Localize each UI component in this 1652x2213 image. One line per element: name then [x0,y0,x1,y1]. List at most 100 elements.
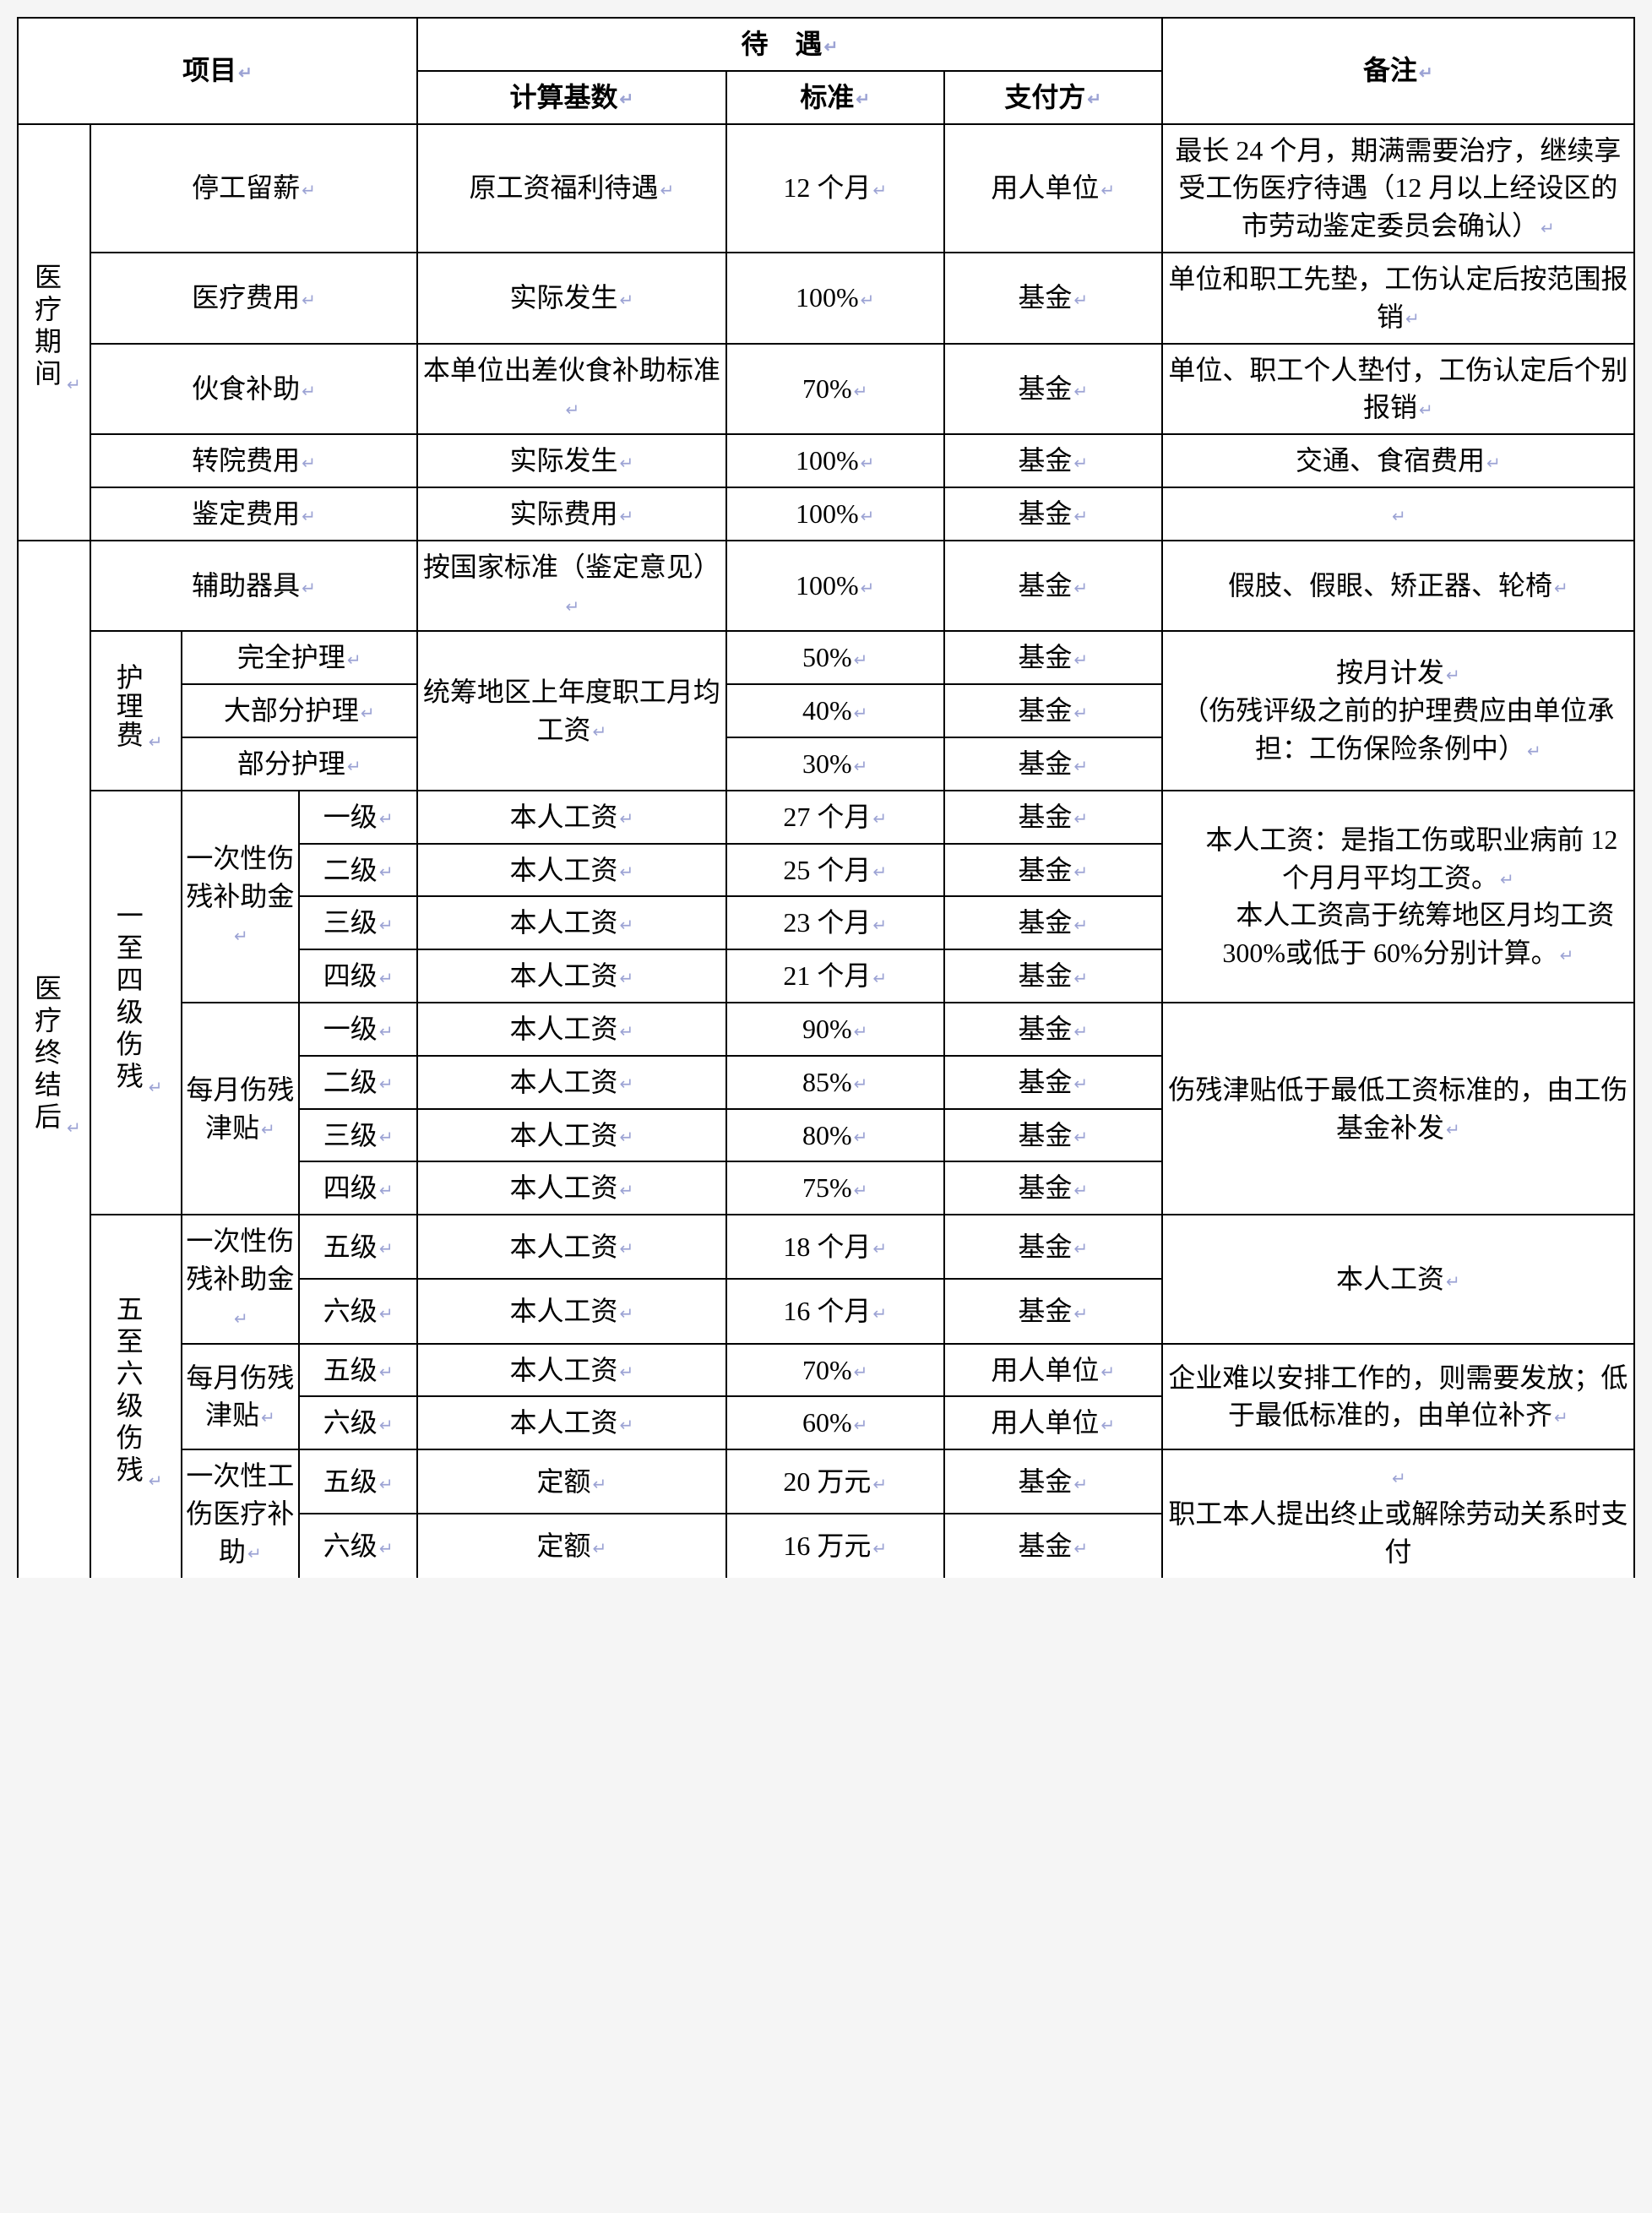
medical-label: 一次性工伤医疗补助↵ [182,1449,300,1577]
cell-std: 21 个月↵ [726,949,944,1003]
cell-std: 12 个月↵ [726,124,944,253]
table-row: 鉴定费用↵ 实际费用↵ 100%↵ 基金↵ ↵ [18,487,1634,541]
cell-payer: 用人单位↵ [944,1344,1162,1397]
cell-std: 30%↵ [726,737,944,791]
cell-payer: 基金↵ [944,949,1162,1003]
cell-std: 23 个月↵ [726,896,944,949]
cell-remark: 单位、职工个人垫付，工伤认定后个别报销↵ [1162,344,1634,435]
cell-item: 转院费用↵ [90,434,417,487]
cell-level: 四级↵ [299,949,417,1003]
cell-base: 本单位出差伙食补助标准↵ [417,344,726,435]
cell-payer: 基金↵ [944,1056,1162,1109]
cell-payer: 基金↵ [944,1279,1162,1343]
benefits-table-container: 项目↵ 待 遇↵ 备注↵ 计算基数↵ 标准↵ 支付方↵ 医疗期间↵ 停工留薪↵ … [17,17,1635,1578]
cell-std: 90%↵ [726,1003,944,1056]
cell-base: 本人工资↵ [417,791,726,844]
cell-remark: ↵职工本人提出终止或解除劳动关系时支付 [1162,1449,1634,1577]
cell-std: 70%↵ [726,1344,944,1397]
cell-std: 60%↵ [726,1396,944,1449]
cell-level: 五级↵ [299,1215,417,1279]
cell-level: 部分护理↵ [182,737,418,791]
enter-icon: ↵ [238,64,253,83]
header-treatment: 待 遇↵ [417,18,1162,71]
cell-std: 27 个月↵ [726,791,944,844]
cell-base: 本人工资↵ [417,1056,726,1109]
cell-std: 70%↵ [726,344,944,435]
cell-remark: 按月计发↵（伤残评级之前的护理费应由单位承担：工伤保险条例中）↵ [1162,631,1634,790]
table-row: 每月伤残津贴↵ 五级↵ 本人工资↵ 70%↵ 用人单位↵ 企业难以安排工作的，则… [18,1344,1634,1397]
cell-std: 80%↵ [726,1109,944,1162]
monthly-label: 每月伤残津贴↵ [182,1003,300,1215]
header-project: 项目↵ [18,18,417,124]
cell-std: 100%↵ [726,541,944,632]
cell-level: 五级↵ [299,1449,417,1514]
cell-remark: 伤残津贴低于最低工资标准的，由工伤基金补发↵ [1162,1003,1634,1215]
section-label-medical-period: 医疗期间↵ [18,124,90,541]
table-row: 转院费用↵ 实际发生↵ 100%↵ 基金↵ 交通、食宿费用↵ [18,434,1634,487]
cell-std: 75%↵ [726,1161,944,1215]
table-row: 一至四级伤残↵ 一次性伤残补助金↵ 一级↵ 本人工资↵ 27 个月↵ 基金↵ 本… [18,791,1634,844]
table-row: 一次性工伤医疗补助↵ 五级↵ 定额↵ 20 万元↵ 基金↵ ↵职工本人提出终止或… [18,1449,1634,1514]
cell-payer: 基金↵ [944,631,1162,684]
cell-level: 二级↵ [299,1056,417,1109]
cell-item: 伙食补助↵ [90,344,417,435]
table-row: 医疗终结后↵ 辅助器具↵ 按国家标准（鉴定意见）↵ 100%↵ 基金↵ 假肢、假… [18,541,1634,632]
cell-level: 六级↵ [299,1514,417,1577]
cell-base: 定额↵ [417,1514,726,1577]
cell-level: 四级↵ [299,1161,417,1215]
cell-level: 五级↵ [299,1344,417,1397]
grade56-label: 五至六级伤残↵ [90,1215,182,1577]
table-row: 五至六级伤残↵ 一次性伤残补助金↵ 五级↵ 本人工资↵ 18 个月↵ 基金↵ 本… [18,1215,1634,1279]
cell-remark: 最长 24 个月，期满需要治疗，继续享受工伤医疗待遇（12 月以上经设区的市劳动… [1162,124,1634,253]
cell-base: 本人工资↵ [417,949,726,1003]
cell-base: 按国家标准（鉴定意见）↵ [417,541,726,632]
cell-level: 一级↵ [299,1003,417,1056]
cell-base: 定额↵ [417,1449,726,1514]
cell-std: 40%↵ [726,684,944,737]
cell-item: 辅助器具↵ [90,541,417,632]
table-row: 护理费↵ 完全护理↵ 统筹地区上年度职工月均工资↵ 50%↵ 基金↵ 按月计发↵… [18,631,1634,684]
cell-base: 本人工资↵ [417,1279,726,1343]
cell-remark: 交通、食宿费用↵ [1162,434,1634,487]
header-standard: 标准↵ [726,71,944,124]
cell-payer: 基金↵ [944,1003,1162,1056]
cell-payer: 基金↵ [944,844,1162,897]
cell-level: 大部分护理↵ [182,684,418,737]
cell-std: 50%↵ [726,631,944,684]
cell-remark: 假肢、假眼、矫正器、轮椅↵ [1162,541,1634,632]
cell-base: 实际费用↵ [417,487,726,541]
table-row: 医疗期间↵ 停工留薪↵ 原工资福利待遇↵ 12 个月↵ 用人单位↵ 最长 24 … [18,124,1634,253]
cell-payer: 基金↵ [944,684,1162,737]
cell-level: 三级↵ [299,896,417,949]
cell-remark: ↵ [1162,487,1634,541]
cell-item: 医疗费用↵ [90,253,417,344]
cell-std: 100%↵ [726,434,944,487]
cell-remark: 企业难以安排工作的，则需要发放；低于最低标准的，由单位补齐↵ [1162,1344,1634,1450]
cell-remark: 单位和职工先垫，工伤认定后按范围报销↵ [1162,253,1634,344]
cell-payer: 基金↵ [944,541,1162,632]
cell-level: 二级↵ [299,844,417,897]
cell-payer: 基金↵ [944,344,1162,435]
cell-level: 六级↵ [299,1279,417,1343]
cell-std: 85%↵ [726,1056,944,1109]
cell-base: 本人工资↵ [417,1344,726,1397]
cell-base: 本人工资↵ [417,844,726,897]
cell-std: 20 万元↵ [726,1449,944,1514]
cell-std: 18 个月↵ [726,1215,944,1279]
cell-base: 实际发生↵ [417,253,726,344]
cell-remark: 本人工资：是指工伤或职业病前 12 个月月平均工资。↵ 本人工资高于统筹地区月均… [1162,791,1634,1003]
cell-payer: 用人单位↵ [944,124,1162,253]
header-row-1: 项目↵ 待 遇↵ 备注↵ [18,18,1634,71]
lump-label: 一次性伤残补助金↵ [182,791,300,1003]
cell-payer: 基金↵ [944,487,1162,541]
cell-payer: 基金↵ [944,791,1162,844]
cell-base: 统筹地区上年度职工月均工资↵ [417,631,726,790]
cell-base: 本人工资↵ [417,1396,726,1449]
cell-level: 三级↵ [299,1109,417,1162]
header-calc-base: 计算基数↵ [417,71,726,124]
section-label-after-treatment: 医疗终结后↵ [18,541,90,1578]
cell-payer: 基金↵ [944,1514,1162,1577]
cell-std: 16 万元↵ [726,1514,944,1577]
cell-base: 本人工资↵ [417,896,726,949]
cell-std: 100%↵ [726,487,944,541]
